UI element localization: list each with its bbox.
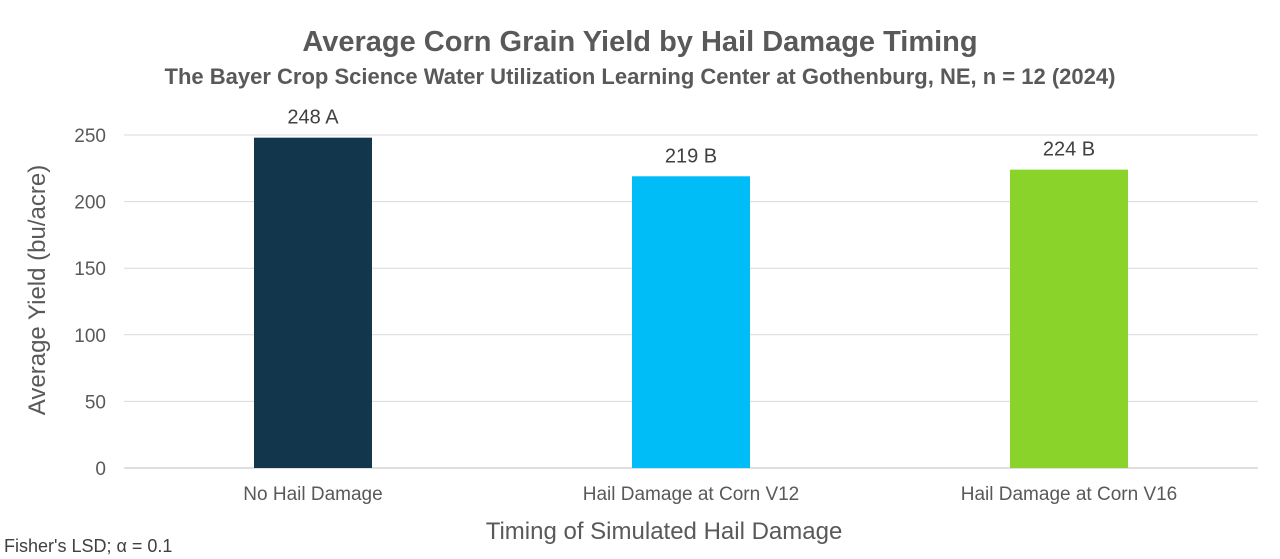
y-tick-label: 250 <box>74 126 106 147</box>
x-tick-label: Hail Damage at Corn V16 <box>961 484 1178 505</box>
y-tick-label: 50 <box>85 392 106 413</box>
y-axis-title: Average Yield (bu/acre) <box>24 165 51 415</box>
bar <box>254 137 372 468</box>
y-tick-label: 0 <box>95 459 106 480</box>
y-tick-label: 200 <box>74 193 106 214</box>
bar-data-label: 224 B <box>1043 139 1095 161</box>
x-tick-label: No Hail Damage <box>243 484 382 505</box>
bar-data-label: 248 A <box>287 107 339 129</box>
bar <box>632 176 750 469</box>
data-labels: 248 A 219 B 224 B <box>287 107 1095 168</box>
bars <box>254 137 1128 469</box>
chart-subtitle: The Bayer Crop Science Water Utilization… <box>165 64 1116 89</box>
x-axis-ticks: No Hail Damage Hail Damage at Corn V12 Hai… <box>243 484 1177 505</box>
chart-title: Average Corn Grain Yield by Hail Damage … <box>302 26 977 58</box>
x-axis-title: Timing of Simulated Hail Damage <box>486 518 843 545</box>
y-tick-label: 150 <box>74 259 106 280</box>
footnote: Fisher's LSD; α = 0.1 <box>4 536 172 556</box>
y-tick-label: 100 <box>74 326 106 347</box>
x-tick-label: Hail Damage at Corn V12 <box>583 484 800 505</box>
bar-data-label: 219 B <box>665 145 717 167</box>
bar <box>1010 169 1128 468</box>
y-axis-ticks: 0 50 100 150 200 250 <box>74 126 106 480</box>
